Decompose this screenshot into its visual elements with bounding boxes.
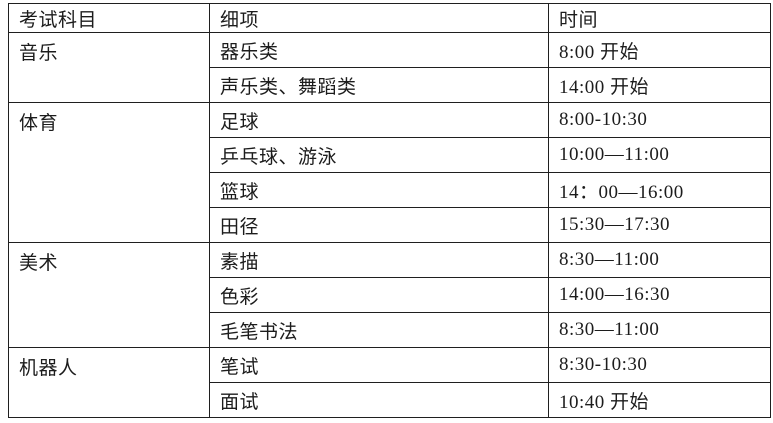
detail-cell: 笔试 <box>209 347 549 383</box>
detail-cell: 素描 <box>209 242 549 278</box>
detail-cell: 色彩 <box>209 277 549 313</box>
time-cell: 8:00 开始 <box>548 32 771 68</box>
table-row: 音乐 器乐类 8:00 开始 <box>8 32 771 103</box>
table-row: 篮球 14：00—16:00 <box>9 172 771 208</box>
column-header: 细项 <box>209 3 549 33</box>
time-cell: 8:30—11:00 <box>548 242 771 278</box>
table-row: 面试 10:40 开始 <box>9 382 771 418</box>
detail-cell: 篮球 <box>209 172 549 208</box>
time-cell: 14:00 开始 <box>548 67 771 103</box>
detail-cell: 器乐类 <box>209 32 549 68</box>
time-cell: 15:30—17:30 <box>548 207 771 243</box>
time-cell: 8:30—11:00 <box>548 312 771 348</box>
detail-cell: 面试 <box>209 382 549 418</box>
column-header: 时间 <box>548 3 771 33</box>
column-header: 考试科目 <box>8 3 210 33</box>
table-row: 声乐类、舞蹈类 14:00 开始 <box>9 67 771 103</box>
time-cell: 8:30-10:30 <box>548 347 771 383</box>
table-body: 音乐 器乐类 8:00 开始 声乐类、舞蹈类 14:00 开始 体育 足球 8:00-10:3… <box>8 32 771 418</box>
time-cell: 14:00—16:30 <box>548 277 771 313</box>
table-row: 色彩 14:00—16:30 <box>9 277 771 313</box>
time-cell: 8:00-10:30 <box>548 102 771 138</box>
subject-cell: 音乐 <box>8 32 210 103</box>
table-row: 体育 足球 8:00-10:30 <box>8 102 771 243</box>
detail-cell: 乒乓球、游泳 <box>209 137 549 173</box>
table-row: 机器人 笔试 8:30-10:30 <box>8 347 771 418</box>
subject-cell: 美术 <box>8 242 210 348</box>
time-cell: 14：00—16:00 <box>548 172 771 208</box>
detail-cell: 田径 <box>209 207 549 243</box>
detail-cell: 毛笔书法 <box>209 312 549 348</box>
subject-cell: 机器人 <box>8 347 210 418</box>
time-cell: 10:40 开始 <box>548 382 771 418</box>
header-row: 考试科目 细项 时间 <box>8 3 771 33</box>
table-row: 毛笔书法 8:30—11:00 <box>9 312 771 348</box>
table-row: 美术 素描 8:30—11:00 <box>8 242 771 348</box>
subject-cell: 体育 <box>8 102 210 243</box>
table-row: 乒乓球、游泳 10:00—11:00 <box>9 137 771 173</box>
time-cell: 10:00—11:00 <box>548 137 771 173</box>
table-row: 田径 15:30—17:30 <box>9 207 771 243</box>
detail-cell: 足球 <box>209 102 549 138</box>
detail-cell: 声乐类、舞蹈类 <box>209 67 549 103</box>
exam-schedule-table: 考试科目 细项 时间 音乐 器乐类 8:00 开始 声乐类、舞蹈类 14:00 开始 体育 足球… <box>8 3 771 418</box>
